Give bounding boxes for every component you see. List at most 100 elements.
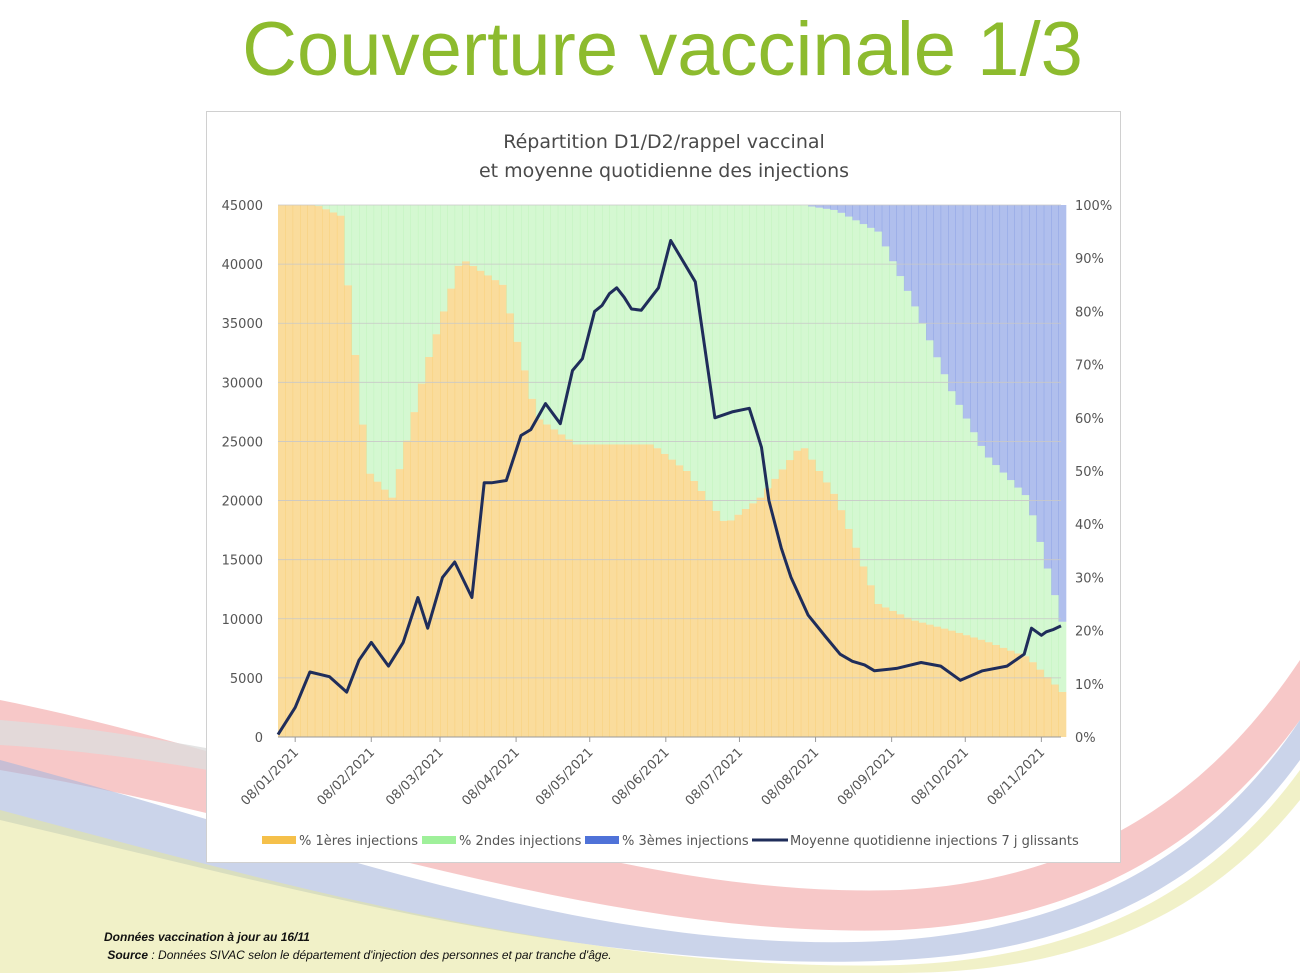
bar-second-dose [498, 205, 507, 285]
bar-first-dose [351, 354, 360, 737]
bar-first-dose [646, 444, 654, 737]
share-bar-25 [462, 205, 470, 737]
share-bar-84 [896, 205, 905, 737]
x-tick-label: 08/06/2021 [609, 745, 673, 809]
bar-second-dose [800, 205, 809, 449]
share-bar-103 [1036, 205, 1045, 737]
bar-second-dose [903, 290, 912, 618]
bar-second-dose [432, 205, 441, 335]
bar-third-dose [999, 205, 1008, 473]
bar-second-dose [889, 261, 897, 611]
bar-first-dose [609, 444, 618, 737]
bar-first-dose [859, 566, 868, 737]
bar-first-dose [653, 448, 662, 737]
share-bar-50 [646, 205, 654, 737]
footnote-source-text: : Données SIVAC selon le département d'i… [148, 948, 612, 962]
x-tick-label: 08/11/2021 [985, 745, 1049, 809]
bar-first-dose [543, 424, 551, 737]
share-bar-3 [300, 205, 308, 737]
bar-third-dose [1014, 205, 1023, 488]
left-tick-label: 35000 [222, 317, 263, 332]
bar-first-dose [948, 630, 956, 737]
share-bar-44 [602, 205, 610, 737]
share-bar-100 [1014, 205, 1023, 737]
bar-third-dose [830, 205, 839, 210]
bar-second-dose [741, 205, 750, 509]
share-bar-85 [903, 205, 912, 737]
bar-first-dose [565, 439, 573, 737]
legend-swatch [422, 836, 456, 844]
bar-second-dose [690, 205, 699, 481]
share-bar-96 [984, 205, 993, 737]
share-bar-6 [322, 205, 330, 738]
share-bar-58 [705, 205, 713, 737]
share-bar-71 [800, 205, 809, 737]
bar-first-dose [314, 206, 323, 738]
bar-second-dose [984, 457, 993, 643]
x-tick-label: 08/09/2021 [835, 745, 899, 809]
bar-first-dose [822, 482, 831, 737]
x-tick-label: 08/01/2021 [238, 745, 302, 809]
bar-second-dose [778, 205, 787, 470]
bar-first-dose [631, 444, 640, 737]
bar-first-dose [491, 280, 500, 737]
bar-third-dose [926, 205, 934, 341]
daily-average-line-layer [276, 239, 1062, 736]
share-bar-17 [403, 205, 411, 737]
bar-third-dose [955, 205, 964, 405]
share-bar-31 [506, 205, 515, 737]
share-bar-70 [793, 205, 802, 737]
share-bar-49 [638, 205, 647, 737]
bar-second-dose [675, 205, 684, 466]
share-bar-13 [373, 205, 382, 737]
bar-second-dose [1029, 515, 1037, 663]
bar-third-dose [867, 205, 875, 228]
x-tick-label: 08/03/2021 [383, 745, 447, 809]
bar-first-dose [395, 469, 404, 737]
bar-second-dose [1051, 595, 1059, 685]
bar-second-dose [314, 205, 323, 207]
bar-second-dose [734, 205, 743, 515]
bar-second-dose [388, 205, 397, 498]
bar-first-dose [830, 493, 839, 737]
share-bar-33 [521, 205, 529, 737]
bar-second-dose [403, 205, 411, 441]
bar-third-dose [977, 205, 986, 446]
daily-average-line [276, 239, 1062, 736]
bar-second-dose [513, 205, 522, 342]
bar-first-dose [764, 488, 772, 737]
bar-second-dose [881, 246, 890, 608]
share-bar-51 [653, 205, 662, 737]
bar-first-dose [373, 481, 382, 737]
bar-second-dose [417, 205, 426, 384]
share-bar-37 [550, 205, 559, 737]
share-bar-77 [845, 205, 853, 737]
bar-second-dose [351, 205, 360, 355]
legend-label: % 2ndes injections [459, 834, 582, 849]
share-bar-7 [329, 205, 338, 737]
left-tick-label: 20000 [222, 495, 263, 510]
bar-first-dose [800, 448, 809, 737]
legend-label: % 1ères injections [299, 834, 418, 849]
footnote-source-label: Source [107, 948, 149, 962]
bar-first-dose [329, 212, 338, 737]
share-bar-67 [771, 205, 780, 737]
bar-third-dose [852, 205, 861, 221]
bar-third-dose [822, 205, 831, 209]
bar-first-dose [749, 503, 758, 737]
bar-second-dose [705, 205, 713, 501]
x-tick-label: 08/08/2021 [759, 745, 823, 809]
bar-first-dose [425, 357, 434, 737]
bar-second-dose [572, 205, 581, 445]
share-bar-43 [594, 205, 603, 737]
bar-third-dose [948, 205, 956, 392]
bar-second-dose [491, 205, 500, 281]
bar-second-dose [1036, 541, 1045, 670]
bar-second-dose [793, 205, 802, 451]
share-bar-53 [668, 205, 677, 737]
share-bar-102 [1029, 205, 1037, 737]
right-tick-label: 50% [1075, 465, 1104, 480]
share-bar-47 [624, 205, 632, 737]
bar-first-dose [926, 624, 934, 737]
